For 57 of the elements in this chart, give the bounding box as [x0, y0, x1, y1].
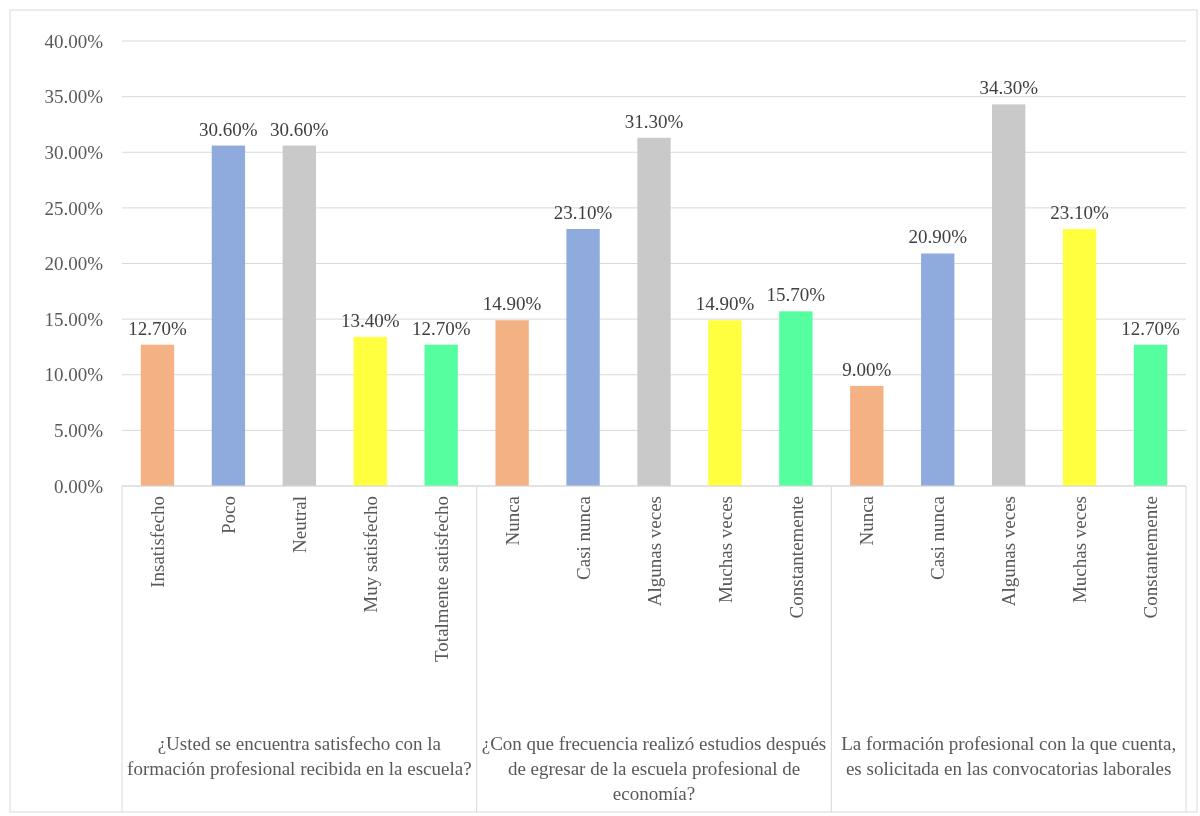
bar	[779, 311, 813, 486]
data-label: 9.00%	[842, 358, 892, 380]
x-tick-label: Nunca	[856, 495, 878, 546]
bar	[140, 344, 175, 486]
x-tick-label: Algunas veces	[998, 496, 1020, 607]
x-tick-label: Insatisfecho	[147, 496, 169, 588]
y-tick-label: 10.00%	[44, 364, 104, 386]
x-tick-label: Constantemente	[1140, 496, 1162, 619]
text: ¿Usted se encuentra satisfecho con la formación profesional recibida en la escuela?	[127, 733, 472, 779]
bar	[1133, 344, 1168, 486]
data-label: 14.90%	[482, 293, 542, 315]
data-label: 12.70%	[128, 317, 187, 339]
data-label: 15.70%	[766, 284, 826, 306]
data-label: 30.60%	[199, 118, 258, 140]
data-label: 12.70%	[411, 317, 471, 339]
bar	[992, 104, 1026, 486]
x-tick-label: Totalmente satisfecho	[430, 496, 452, 662]
bar	[708, 320, 742, 486]
text: La formación profesional con la que cuenta, es solicitada en las convocatorias laborales	[841, 733, 1177, 779]
data-label: 34.30%	[979, 77, 1039, 99]
bar	[1062, 229, 1097, 486]
x-tick-label: Casi nunca	[927, 495, 949, 580]
data-label: 13.40%	[340, 309, 400, 331]
y-tick-label: 5.00%	[53, 420, 104, 442]
bar	[566, 229, 600, 486]
y-tick-label: 20.00%	[44, 253, 104, 275]
x-tick-label: Poco	[218, 496, 240, 534]
y-tick-label: 15.00%	[44, 308, 104, 330]
x-tick-label: Muchas veces	[1069, 496, 1091, 604]
data-label: 20.90%	[908, 226, 968, 248]
y-tick-label: 30.00%	[44, 141, 104, 163]
data-label: 12.70%	[1121, 317, 1180, 339]
data-label: 23.10%	[553, 202, 613, 224]
y-tick-label: 35.00%	[44, 86, 104, 108]
bar	[850, 385, 884, 486]
bar	[211, 145, 246, 486]
x-tick-label: Muy satisfecho	[359, 496, 381, 613]
data-label: 30.60%	[270, 118, 329, 140]
data-label: 14.90%	[695, 293, 755, 315]
x-tick-label: Casi nunca	[572, 495, 594, 580]
bar	[353, 336, 387, 486]
x-tick-label: Muchas veces	[714, 496, 736, 604]
bar	[637, 137, 671, 486]
bar	[424, 344, 458, 486]
x-tick-label: Algunas veces	[643, 496, 665, 607]
x-tick-label: Neutral	[288, 496, 310, 553]
y-tick-label: 25.00%	[44, 197, 104, 219]
data-label: 31.30%	[624, 110, 684, 132]
x-tick-label: Nunca	[501, 495, 523, 546]
bar	[282, 145, 316, 486]
x-tick-label: Constantemente	[785, 496, 807, 619]
bar	[921, 253, 955, 486]
y-tick-label: 40.00%	[44, 30, 104, 52]
text: ¿Con que frecuencia realizó estudios después de egresar de la escuela profesional de economía?	[481, 733, 827, 804]
bar	[495, 320, 529, 486]
y-tick-label: 0.00%	[53, 475, 104, 497]
data-label: 23.10%	[1050, 202, 1110, 224]
